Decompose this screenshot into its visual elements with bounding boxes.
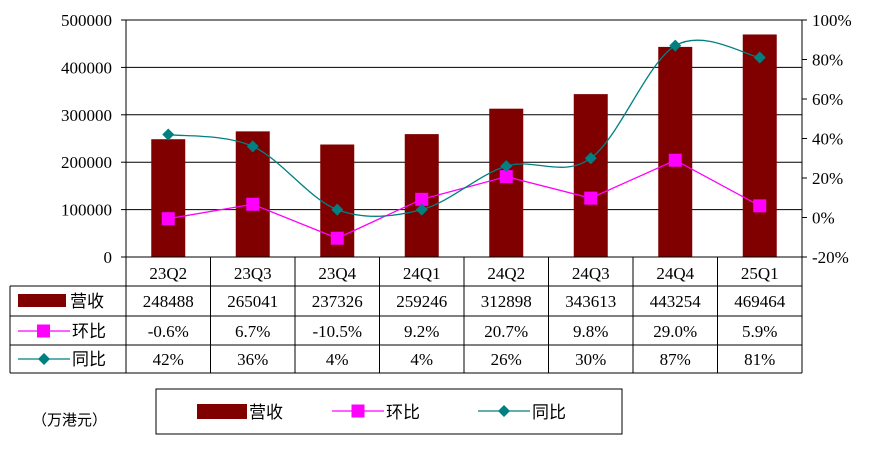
x-tick-label: 24Q3 [572,264,610,283]
revenue-bar [151,139,186,257]
qoq-marker [161,212,175,226]
line-series [161,39,767,245]
data-label: 9.8% [573,322,608,341]
y-right-tick-label: 0% [812,209,835,228]
data-label: -10.5% [312,322,362,341]
legend-revenue-label: 营收 [249,403,283,423]
data-label: 5.9% [742,322,777,341]
revenue-key [18,294,66,307]
legend-yoy-marker [498,405,510,417]
data-label: 36% [237,350,268,369]
yoy-key-marker [38,353,50,365]
data-label: 42% [153,350,184,369]
x-tick-label: 23Q2 [149,264,187,283]
unit-note: （万港元） [32,411,107,429]
qoq-marker [584,191,598,205]
gridlines [126,19,802,211]
revenue-row-label: 营收 [70,292,104,312]
x-tick-label: 23Q3 [234,264,272,283]
y-left-tick-label: 400000 [61,58,112,77]
legend-yoy-label: 同比 [532,403,566,423]
data-label: 9.2% [404,322,439,341]
y-left-tick-label: 100000 [61,201,112,220]
data-label: 312898 [481,292,532,311]
legend-qoq-marker [351,404,365,418]
x-tick-label: 24Q1 [403,264,441,283]
data-label: 237326 [312,292,363,311]
qoq-marker [246,197,260,211]
revenue-bar [573,94,608,257]
data-table: 23Q2 23Q3 23Q4 24Q1 24Q2 24Q3 24Q4 25Q1 248488 26… [9,256,803,374]
y-left-tick-label: 300000 [61,106,112,125]
data-label: 469464 [734,292,786,311]
legend-revenue-key [197,404,247,419]
yoy-marker [669,39,682,52]
data-label: 26% [491,350,522,369]
data-label: 29.0% [653,322,697,341]
data-label: 343613 [565,292,616,311]
yoy-marker [584,152,597,165]
data-label: 259246 [396,292,447,311]
data-label: 6.7% [235,322,270,341]
y-right-tick-label: 100% [812,11,852,30]
qoq-key-marker [37,324,50,338]
y-right-tick-label: -20% [812,248,849,267]
data-label: 20.7% [484,322,528,341]
y-left-tick-label: 500000 [61,11,112,30]
x-tick-label: 24Q2 [487,264,525,283]
data-label: 265041 [227,292,278,311]
y-left-tick-label: 200000 [61,153,112,172]
revenue-bar [658,46,693,257]
x-tick-label: 25Q1 [741,264,779,283]
x-tick-label: 24Q4 [656,264,694,283]
data-label: -0.6% [148,322,189,341]
x-tick-label: 23Q4 [318,264,356,283]
yoy-marker [331,203,344,216]
yoy-marker [415,203,428,216]
y-right-tick-label: 80% [812,51,843,70]
data-label: 81% [744,350,775,369]
yoy-marker [753,51,766,64]
revenue-bar [742,34,777,258]
yoy-marker [500,160,513,173]
yoy-marker [162,128,175,141]
qoq-marker [753,199,767,213]
y-left-tick-label: 0 [104,248,113,267]
yoy-row-label: 同比 [72,350,106,370]
y-right-tick-label: 60% [812,90,843,109]
yoy-marker [246,140,259,153]
data-label: 443254 [650,292,702,311]
qoq-marker [415,192,429,206]
qoq-marker [668,153,682,167]
revenue-bars [151,34,777,258]
data-label: 4% [410,350,433,369]
data-label: 87% [660,350,691,369]
y-right-tick-label: 20% [812,169,843,188]
qoq-marker [330,231,344,245]
yoy-line [168,39,760,217]
qoq-row-label: 环比 [72,322,106,342]
qoq-marker [499,170,513,184]
y-right-tick-label: 40% [812,130,843,149]
data-label: 4% [326,350,349,369]
data-label: 248488 [143,292,194,311]
data-label: 30% [575,350,606,369]
legend-qoq-label: 环比 [386,403,420,423]
legend: 营收 环比 同比 [155,388,623,435]
